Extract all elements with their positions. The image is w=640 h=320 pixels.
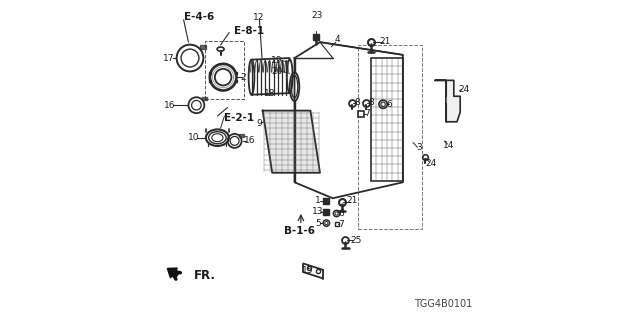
Text: 8: 8 (368, 98, 374, 107)
Text: B-1-6: B-1-6 (284, 226, 315, 236)
Text: 14: 14 (444, 141, 455, 150)
Text: E-2-1: E-2-1 (224, 113, 254, 123)
Text: 20: 20 (271, 67, 283, 76)
Text: 13: 13 (312, 207, 323, 216)
Text: 15: 15 (301, 266, 313, 276)
Text: 6: 6 (338, 209, 344, 218)
Text: 12: 12 (253, 13, 264, 22)
Polygon shape (435, 80, 460, 122)
Text: 10: 10 (188, 133, 199, 142)
Text: 9: 9 (256, 118, 262, 128)
Polygon shape (262, 111, 320, 173)
Text: 24: 24 (425, 159, 436, 168)
Text: E-4-6: E-4-6 (184, 12, 214, 22)
Text: 24: 24 (458, 85, 470, 94)
FancyArrow shape (168, 268, 179, 278)
Text: 17: 17 (163, 53, 175, 62)
Text: FR.: FR. (194, 269, 216, 282)
Text: 2: 2 (241, 73, 246, 82)
Text: 7: 7 (338, 220, 344, 229)
Text: 19: 19 (271, 56, 283, 65)
Text: 4: 4 (335, 36, 340, 44)
Text: 8: 8 (355, 98, 360, 107)
Text: 21: 21 (379, 37, 390, 46)
Text: 16: 16 (164, 101, 175, 110)
Text: 3: 3 (417, 143, 422, 152)
Text: TGG4B0101: TGG4B0101 (414, 299, 472, 309)
Text: 23: 23 (311, 12, 323, 20)
Bar (205, 41, 244, 100)
Text: 18: 18 (264, 89, 276, 98)
Text: 5: 5 (316, 219, 321, 228)
Text: 6: 6 (387, 100, 392, 109)
Text: 21: 21 (346, 196, 358, 205)
Bar (358, 45, 422, 228)
Text: 7: 7 (364, 109, 370, 118)
Text: 25: 25 (350, 236, 362, 245)
Text: 1: 1 (316, 196, 321, 205)
Text: E-8-1: E-8-1 (234, 26, 264, 36)
Text: 16: 16 (243, 136, 255, 145)
